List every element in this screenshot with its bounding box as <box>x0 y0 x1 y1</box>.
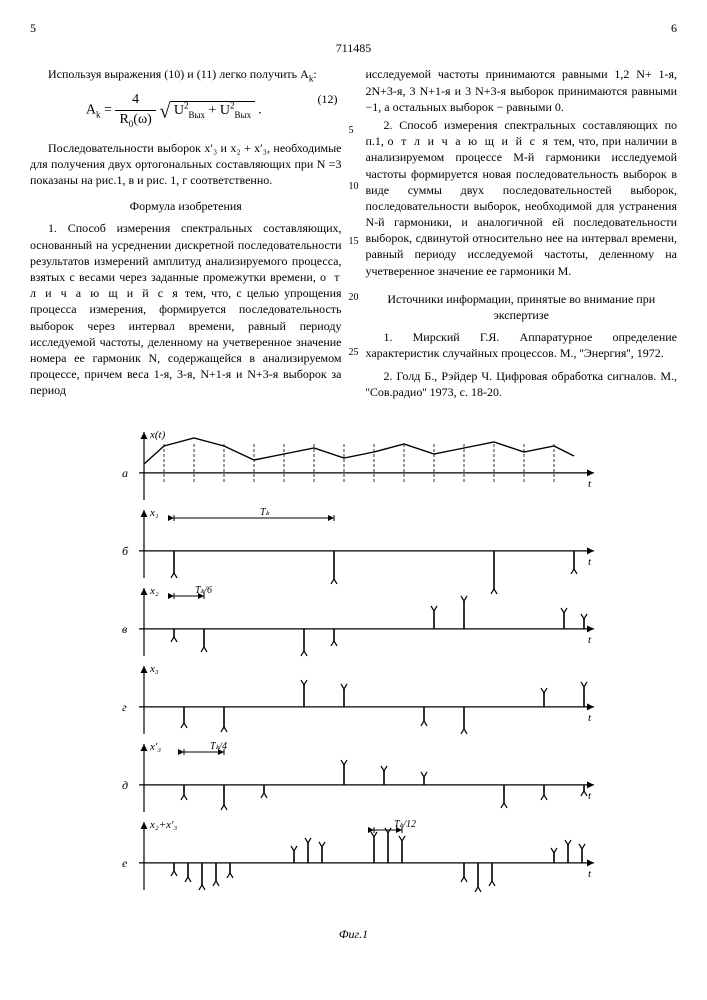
paragraph-sequences: Последовательности выборок x′₃ и x₂ + x′… <box>30 140 342 189</box>
svg-text:Tₖ: Tₖ <box>260 507 271 518</box>
formula-number: (12) <box>318 91 338 107</box>
figure-svg: t а x(t) t б x₁ Tₖ t в x₂ Tₖ/6 t г x₃ t д x′₃ Tₖ/4 t е x₂+x′… <box>114 422 594 922</box>
claim-2: 2. Способ измерения спектральных составл… <box>366 117 678 279</box>
text: тем, что, при наличии в анализируемом пр… <box>366 134 678 278</box>
source-2: 2. Голд Б., Рэйдер Ч. Цифровая обработка… <box>366 368 678 400</box>
figure-caption: Фиг.1 <box>30 926 677 942</box>
denom-var: R <box>119 112 128 127</box>
text: : <box>313 67 316 81</box>
subscript: Вых <box>188 109 205 119</box>
subscript: k <box>96 109 101 119</box>
spaced-text: о т л и ч а ю щ и й с я <box>388 134 551 148</box>
svg-text:Tₖ/4: Tₖ/4 <box>210 741 227 752</box>
svg-text:е: е <box>122 856 128 870</box>
svg-text:x₂+x′₃: x₂+x′₃ <box>149 819 177 831</box>
svg-text:x₁: x₁ <box>149 507 159 519</box>
text: 1. Способ измерения спектральных составл… <box>30 221 342 284</box>
svg-text:t: t <box>588 712 592 724</box>
text: тем, что, с целью упрощения процесса изм… <box>30 286 342 397</box>
claim-1-continued: исследуемой частоты принимаются равными … <box>366 66 678 115</box>
left-column: Используя выражения (10) и (11) легко по… <box>30 66 342 402</box>
svg-text:а: а <box>122 466 128 480</box>
svg-text:t: t <box>588 478 592 490</box>
text-columns: Используя выражения (10) и (11) легко по… <box>30 66 677 402</box>
equals: = <box>104 103 115 118</box>
sqrt-var: U <box>174 103 184 118</box>
source-1: 1. Мирский Г.Я. Аппаратурное определение… <box>366 329 678 361</box>
denom-arg: (ω) <box>133 112 152 127</box>
sources-heading: Источники информации, принятые во вниман… <box>366 291 678 323</box>
svg-text:б: б <box>122 544 129 558</box>
svg-text:t: t <box>588 634 592 646</box>
svg-text:t: t <box>588 556 592 568</box>
page-num-right: 6 <box>671 20 677 36</box>
claim-1: 1. Способ измерения спектральных составл… <box>30 220 342 398</box>
intro-paragraph: Используя выражения (10) и (11) легко по… <box>30 66 342 85</box>
numerator: 4 <box>115 91 155 111</box>
sqrt-var: U <box>220 103 230 118</box>
figure-1: t а x(t) t б x₁ Tₖ t в x₂ Tₖ/6 t г x₃ t д x′₃ Tₖ/4 t е x₂+x′… <box>30 422 677 942</box>
svg-text:x₂: x₂ <box>149 585 159 597</box>
page-number-row: 5 6 <box>30 20 677 36</box>
svg-text:в: в <box>122 622 127 636</box>
svg-text:Tₖ/12: Tₖ/12 <box>394 819 416 830</box>
plus: + <box>209 103 217 118</box>
right-column: исследуемой частоты принимаются равными … <box>366 66 678 402</box>
svg-text:t: t <box>588 790 592 802</box>
formula-12: Ak = 4 R0(ω) √ U2Вых + U2Вых . (12) <box>30 91 342 130</box>
svg-text:г: г <box>122 700 127 714</box>
svg-text:д: д <box>122 778 128 792</box>
svg-text:x(t): x(t) <box>149 429 166 441</box>
section-title-formula: Формула изобретения <box>30 198 342 214</box>
formula-var: A <box>86 103 96 118</box>
svg-text:x′₃: x′₃ <box>149 741 161 753</box>
svg-text:x₃: x₃ <box>149 663 159 675</box>
svg-text:Tₖ/6: Tₖ/6 <box>195 585 212 596</box>
svg-text:t: t <box>588 868 592 880</box>
subscript: Вых <box>235 109 252 119</box>
page-num-left: 5 <box>30 20 36 36</box>
text: Используя выражения (10) и (11) легко по… <box>48 67 309 81</box>
document-number: 711485 <box>30 40 677 56</box>
